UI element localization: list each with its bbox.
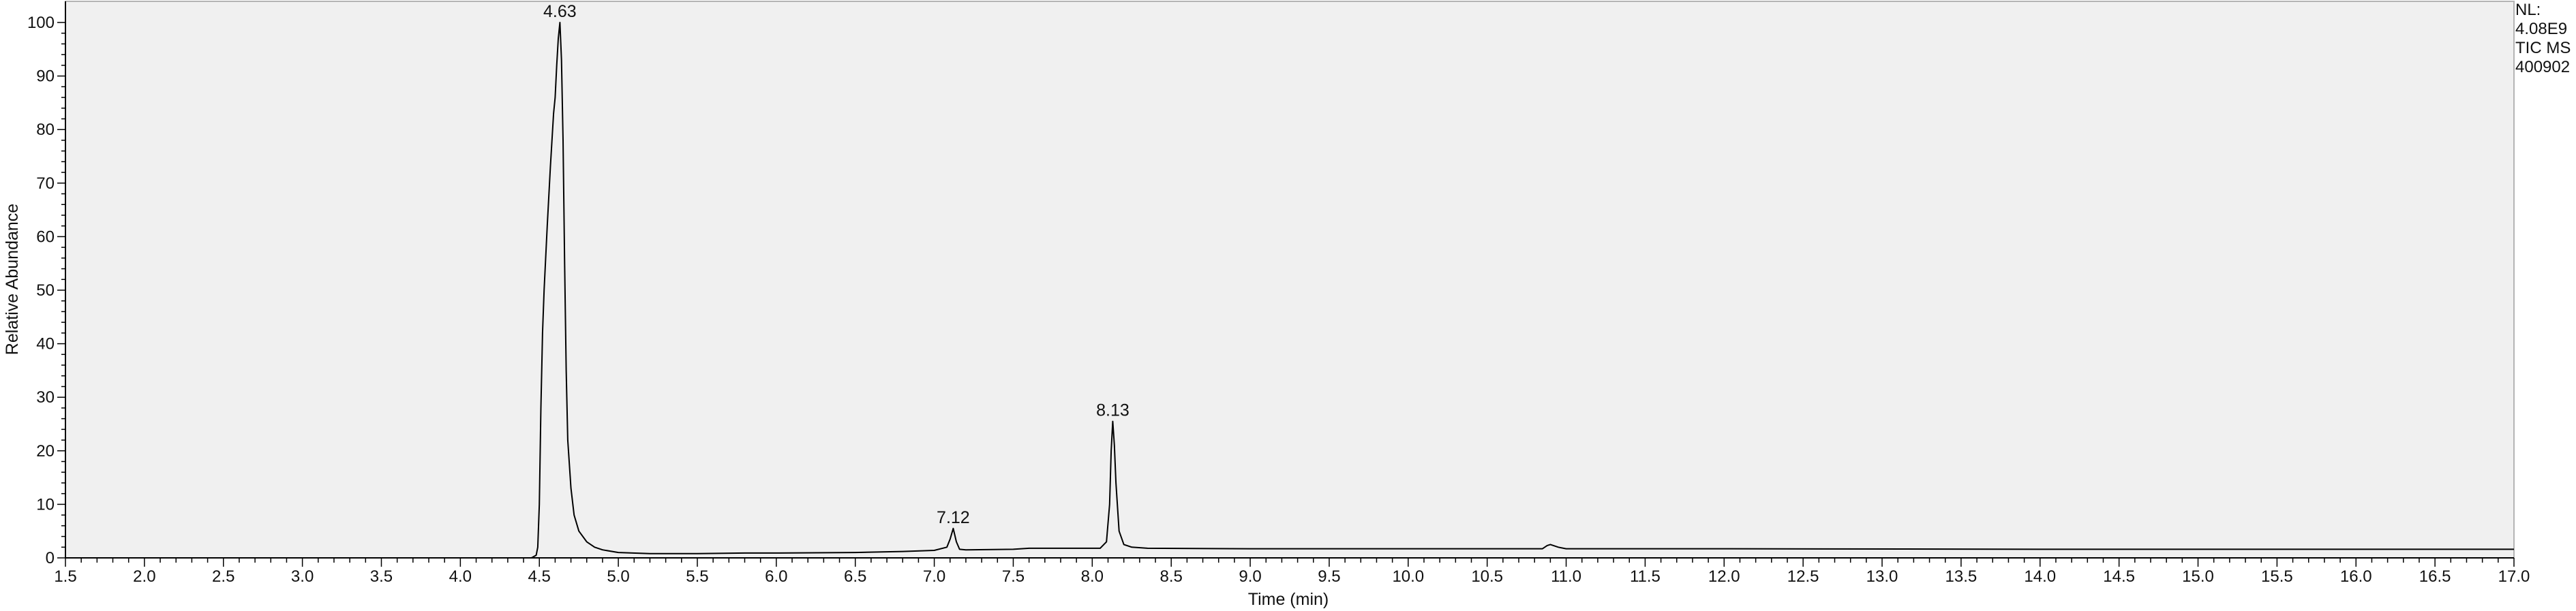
x-tick-label: 2.5 xyxy=(212,567,234,586)
peak-label: 8.13 xyxy=(1096,401,1130,420)
x-axis-ticks: 1.5 2.0 2.5 3.0 3.5 4.0 4.5 5.0 5.5 6.0 6.5 7.0 7.5 8… xyxy=(54,558,2530,586)
y-tick-label: 100 xyxy=(27,14,55,32)
x-tick-label: 2.0 xyxy=(133,567,155,586)
x-tick-label: 15.5 xyxy=(2261,567,2293,586)
x-tick-label: 9.0 xyxy=(1239,567,1261,586)
x-tick-label: 3.5 xyxy=(370,567,393,586)
info-line: NL: xyxy=(2515,1,2541,19)
x-tick-label: 10.0 xyxy=(1392,567,1424,586)
x-tick-label: 6.0 xyxy=(765,567,787,586)
x-tick-label: 8.5 xyxy=(1160,567,1183,586)
chromatogram-trace xyxy=(65,22,2514,559)
x-tick-label: 11.5 xyxy=(1630,567,1661,586)
x-tick-label: 8.0 xyxy=(1081,567,1104,586)
peak-label: 7.12 xyxy=(937,508,970,527)
x-tick-label: 12.0 xyxy=(1708,567,1740,586)
x-tick-label: 4.5 xyxy=(528,567,551,586)
x-tick-label: 13.5 xyxy=(1945,567,1978,586)
info-block: NL: 4.08E9 TIC MS 400902 xyxy=(2515,1,2571,76)
peak-label: 4.63 xyxy=(543,2,577,21)
x-tick-label: 13.0 xyxy=(1866,567,1898,586)
x-axis-title: Time (min) xyxy=(1248,590,1329,609)
y-tick-label: 30 xyxy=(36,388,55,407)
series-layer xyxy=(65,22,2514,559)
x-tick-label: 9.5 xyxy=(1318,567,1340,586)
x-tick-label: 3.0 xyxy=(291,567,314,586)
y-tick-label: 20 xyxy=(36,442,55,460)
x-tick-label: 1.5 xyxy=(54,567,76,586)
x-tick-label: 5.0 xyxy=(607,567,629,586)
info-line: TIC MS xyxy=(2515,39,2571,57)
y-tick-label: 40 xyxy=(36,335,55,354)
x-tick-label: 5.5 xyxy=(686,567,708,586)
peak-labels: 4.63 7.12 8.13 xyxy=(543,2,1130,527)
info-line: 4.08E9 xyxy=(2515,20,2567,38)
x-tick-label: 11.0 xyxy=(1551,567,1581,586)
x-tick-label: 16.0 xyxy=(2340,567,2372,586)
x-tick-label: 16.5 xyxy=(2419,567,2451,586)
x-tick-label: 17.0 xyxy=(2498,567,2530,586)
x-tick-label: 14.0 xyxy=(2024,567,2056,586)
y-axis-ticks: 0 10 20 30 40 50 60 70 80 90 100 xyxy=(27,14,65,567)
plot-area-background xyxy=(65,1,2514,558)
x-tick-label: 15.0 xyxy=(2182,567,2214,586)
x-tick-label: 14.5 xyxy=(2103,567,2135,586)
info-line: 400902 xyxy=(2515,58,2570,76)
y-tick-label: 80 xyxy=(36,121,55,139)
y-tick-label: 60 xyxy=(36,228,55,246)
y-tick-label: 90 xyxy=(36,67,55,86)
x-tick-label: 7.5 xyxy=(1002,567,1025,586)
y-axis-title: Relative Abundance xyxy=(3,204,22,355)
x-tick-label: 7.0 xyxy=(923,567,945,586)
y-tick-label: 50 xyxy=(36,281,55,300)
x-tick-label: 4.0 xyxy=(449,567,472,586)
x-tick-label: 12.5 xyxy=(1787,567,1819,586)
x-tick-label: 10.5 xyxy=(1471,567,1503,586)
y-tick-label: 70 xyxy=(36,174,55,193)
x-tick-label: 6.5 xyxy=(844,567,866,586)
y-tick-label: 10 xyxy=(36,495,55,514)
y-tick-label: 0 xyxy=(46,549,55,567)
